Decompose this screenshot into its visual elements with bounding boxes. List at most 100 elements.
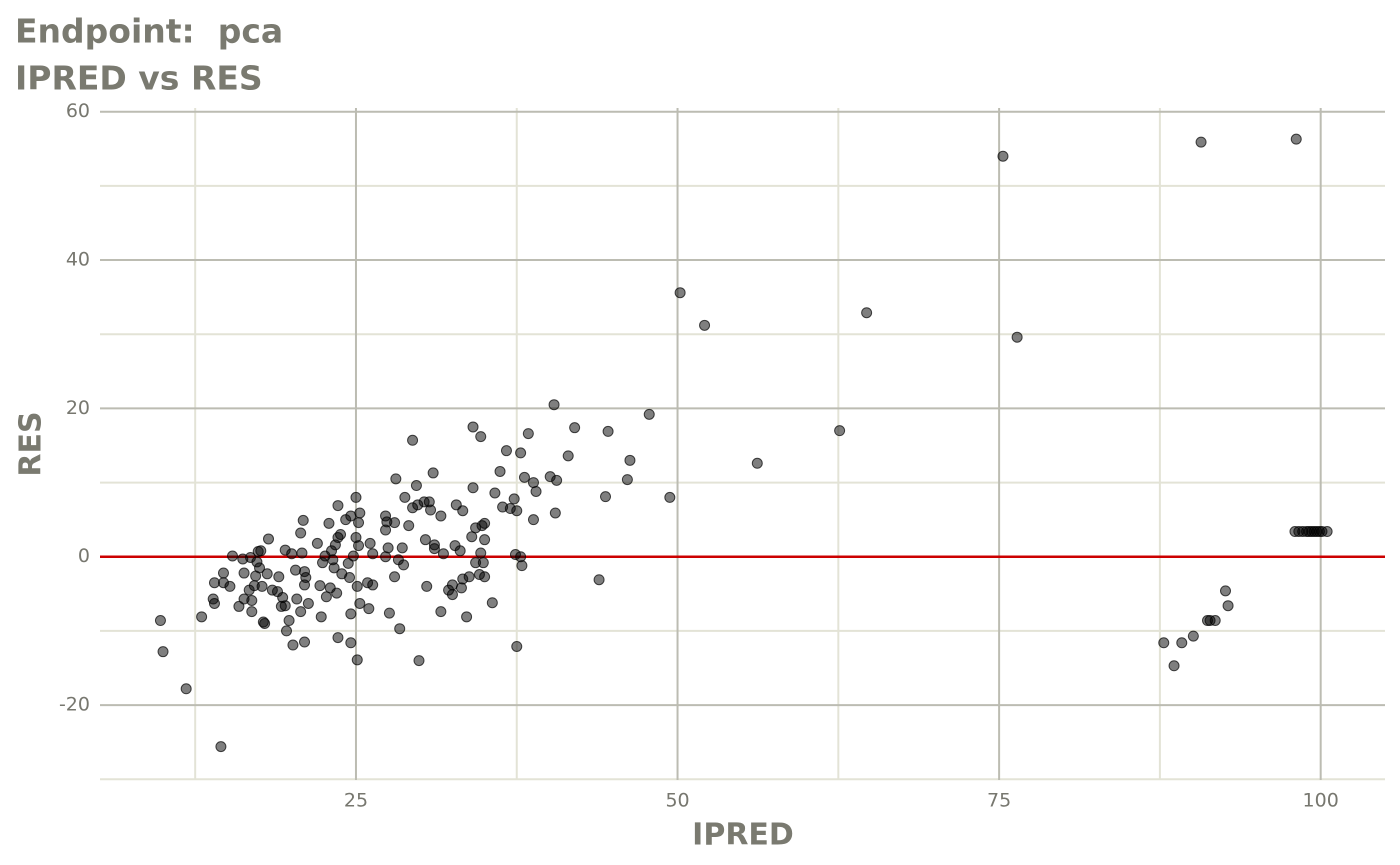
point: [1168, 660, 1180, 672]
point: [549, 507, 561, 519]
point: [261, 568, 273, 580]
point: [457, 505, 469, 517]
point: [390, 473, 402, 485]
point: [997, 150, 1009, 162]
point: [300, 572, 312, 584]
point: [602, 425, 614, 437]
point: [299, 636, 311, 648]
point: [1209, 615, 1221, 627]
point: [297, 514, 309, 526]
point: [233, 600, 245, 612]
point: [263, 533, 275, 545]
y-tick-label: 40: [66, 249, 90, 271]
point: [435, 510, 447, 522]
point: [479, 571, 491, 583]
point: [255, 545, 267, 557]
point: [296, 547, 308, 559]
point: [1195, 136, 1207, 148]
point: [515, 447, 527, 459]
point: [351, 580, 363, 592]
point: [530, 485, 542, 497]
point: [345, 608, 357, 620]
point: [508, 493, 520, 505]
point: [551, 474, 563, 486]
point: [157, 646, 169, 658]
chart-title: Endpoint: pca: [15, 12, 283, 51]
point: [475, 431, 487, 443]
point: [344, 572, 356, 584]
point: [382, 542, 394, 554]
point: [363, 603, 375, 615]
point: [259, 617, 271, 629]
point: [413, 655, 425, 667]
point: [217, 567, 229, 579]
y-axis-title: RES: [14, 411, 49, 476]
point: [511, 505, 523, 517]
point: [861, 307, 873, 319]
point: [351, 654, 363, 666]
point: [238, 567, 250, 579]
point: [273, 571, 285, 583]
point: [335, 528, 347, 540]
point: [1321, 526, 1333, 538]
point: [427, 467, 439, 479]
point: [479, 517, 491, 529]
point: [345, 637, 357, 649]
point: [331, 587, 343, 599]
x-tick-label: 75: [987, 790, 1011, 812]
point: [454, 545, 466, 557]
point: [475, 547, 487, 559]
point: [467, 421, 479, 433]
point: [751, 457, 763, 469]
point: [569, 422, 581, 434]
point: [421, 580, 433, 592]
point: [486, 597, 498, 609]
point: [154, 615, 166, 627]
point: [1222, 600, 1234, 612]
point: [834, 425, 846, 437]
point: [516, 560, 528, 572]
point: [664, 491, 676, 503]
point: [425, 504, 437, 516]
point: [621, 474, 633, 486]
point: [353, 517, 365, 529]
point: [364, 537, 376, 549]
point: [253, 562, 265, 574]
point: [354, 507, 366, 519]
point: [1176, 637, 1188, 649]
x-axis-title: IPRED: [692, 818, 794, 853]
point: [246, 606, 258, 618]
point: [403, 520, 415, 532]
point: [699, 319, 711, 331]
point: [281, 625, 293, 637]
point: [396, 542, 408, 554]
y-tick-label: 60: [66, 100, 90, 122]
point: [290, 564, 302, 576]
point: [410, 480, 422, 492]
point: [295, 527, 307, 539]
point: [286, 548, 298, 560]
point: [548, 399, 560, 411]
point: [342, 557, 354, 569]
point: [332, 632, 344, 644]
point: [461, 611, 473, 623]
point: [389, 571, 401, 583]
point: [518, 471, 530, 483]
point: [674, 287, 686, 299]
point: [332, 500, 344, 512]
point: [394, 623, 406, 635]
point: [180, 683, 192, 695]
point: [515, 551, 527, 563]
point: [367, 579, 379, 591]
point: [323, 517, 335, 529]
point: [311, 537, 323, 549]
point: [1187, 630, 1199, 642]
point: [389, 517, 401, 529]
point: [347, 550, 359, 562]
point: [419, 534, 431, 546]
point: [287, 639, 299, 651]
point: [643, 408, 655, 420]
point: [527, 514, 539, 526]
point: [1220, 585, 1232, 597]
